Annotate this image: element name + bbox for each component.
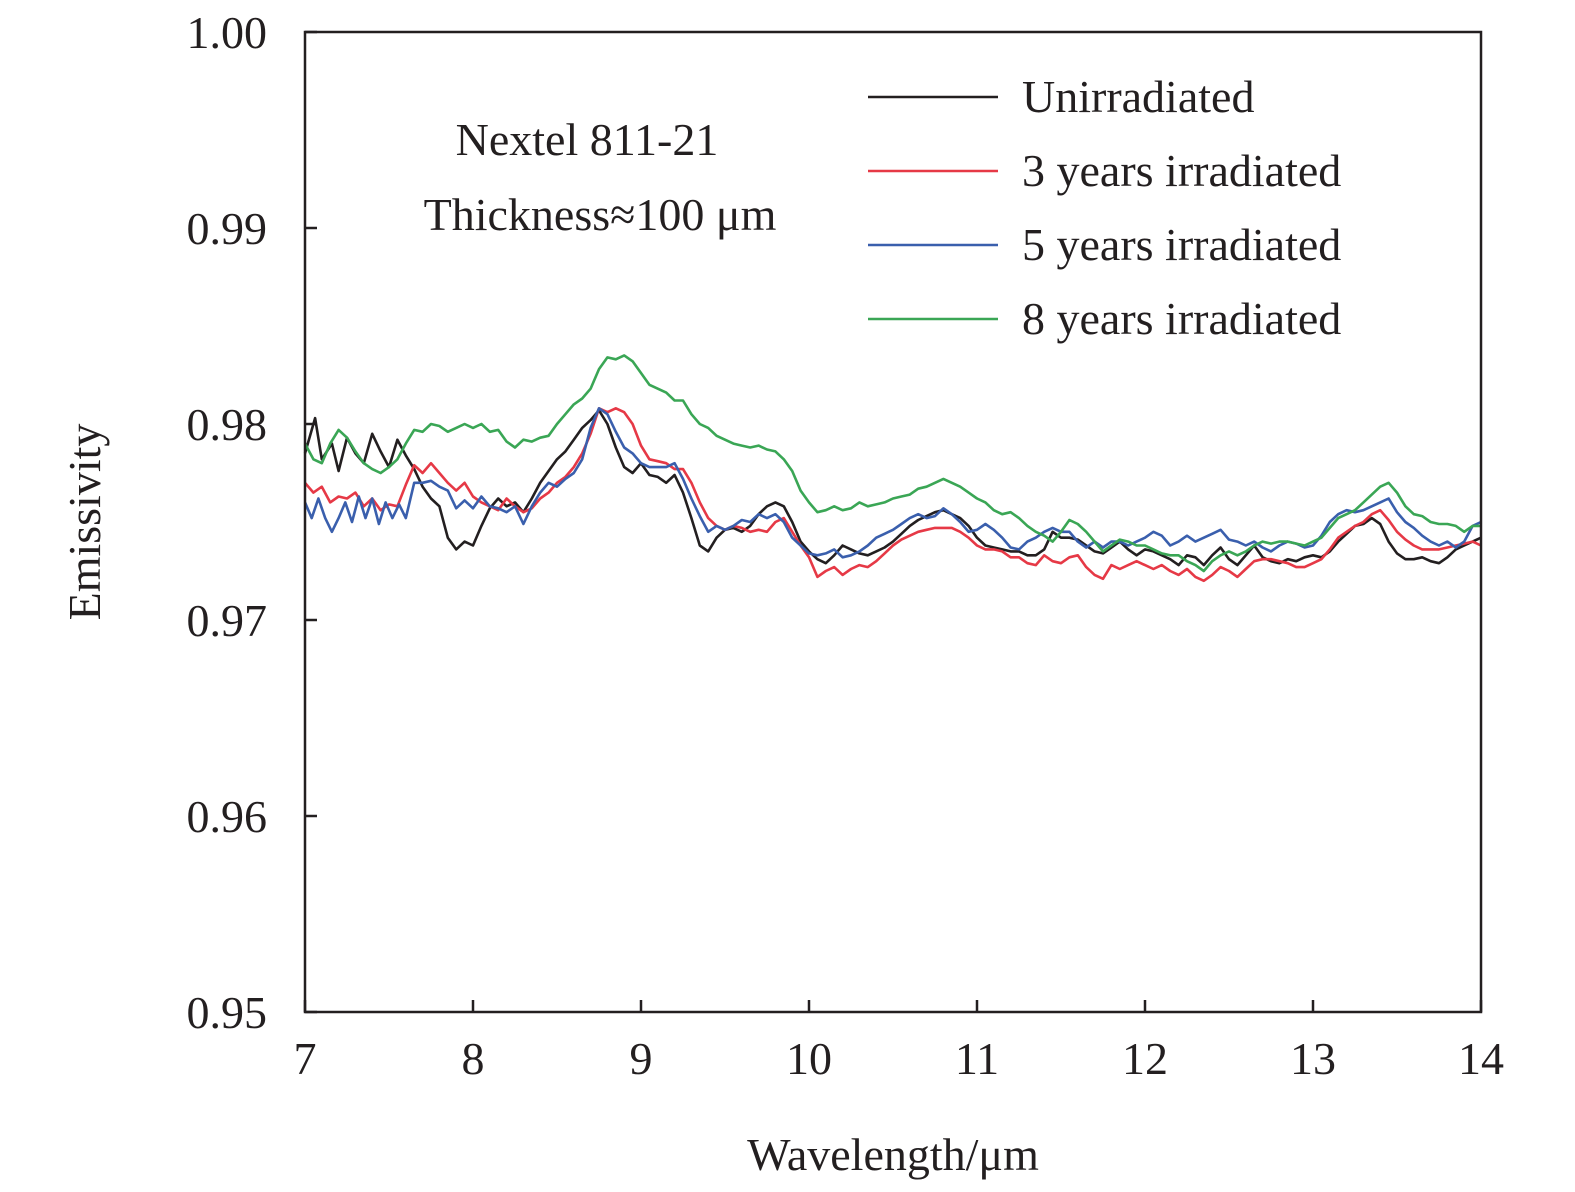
y-axis-title: Emissivity bbox=[59, 424, 110, 621]
series-line-3 bbox=[303, 407, 1482, 559]
legend: Unirradiated 3 years irradiated 5 years ir… bbox=[868, 71, 1341, 344]
series-lines bbox=[303, 354, 1482, 583]
legend-label-1: Unirradiated bbox=[1022, 71, 1254, 122]
legend-label-3: 5 years irradiated bbox=[1022, 219, 1341, 270]
x-tick-label: 12 bbox=[1122, 1033, 1168, 1084]
x-axis-title: Wavelength/μm bbox=[747, 1129, 1039, 1180]
x-tick-label: 10 bbox=[786, 1033, 832, 1084]
x-tick-label: 7 bbox=[294, 1033, 317, 1084]
annotation-material: Nextel 811-21 bbox=[456, 114, 719, 165]
y-tick-label: 0.97 bbox=[187, 595, 268, 646]
y-tick-label: 0.99 bbox=[187, 203, 268, 254]
series-line-1 bbox=[303, 409, 1482, 567]
x-tick-label: 9 bbox=[630, 1033, 653, 1084]
series-line-2 bbox=[304, 407, 1482, 583]
annotation-thickness: Thickness≈100 μm bbox=[424, 189, 777, 240]
axis-ticks: 7 8 9 10 11 12 13 14 0.95 0.96 0.97 0.98 0.99 1.00 bbox=[187, 7, 1505, 1084]
y-tick-label: 0.95 bbox=[187, 987, 268, 1038]
legend-label-2: 3 years irradiated bbox=[1022, 145, 1341, 196]
plot-area-frame bbox=[303, 30, 1483, 1014]
series-line-4 bbox=[303, 354, 1481, 573]
y-tick-label: 0.96 bbox=[187, 791, 268, 842]
legend-label-4: 8 years irradiated bbox=[1022, 293, 1341, 344]
y-tick-label: 0.98 bbox=[187, 399, 268, 450]
x-tick-label: 11 bbox=[955, 1033, 999, 1084]
x-tick-label: 13 bbox=[1290, 1033, 1336, 1084]
x-tick-label: 14 bbox=[1458, 1033, 1504, 1084]
y-tick-label: 1.00 bbox=[187, 7, 268, 58]
x-tick-label: 8 bbox=[462, 1033, 485, 1084]
